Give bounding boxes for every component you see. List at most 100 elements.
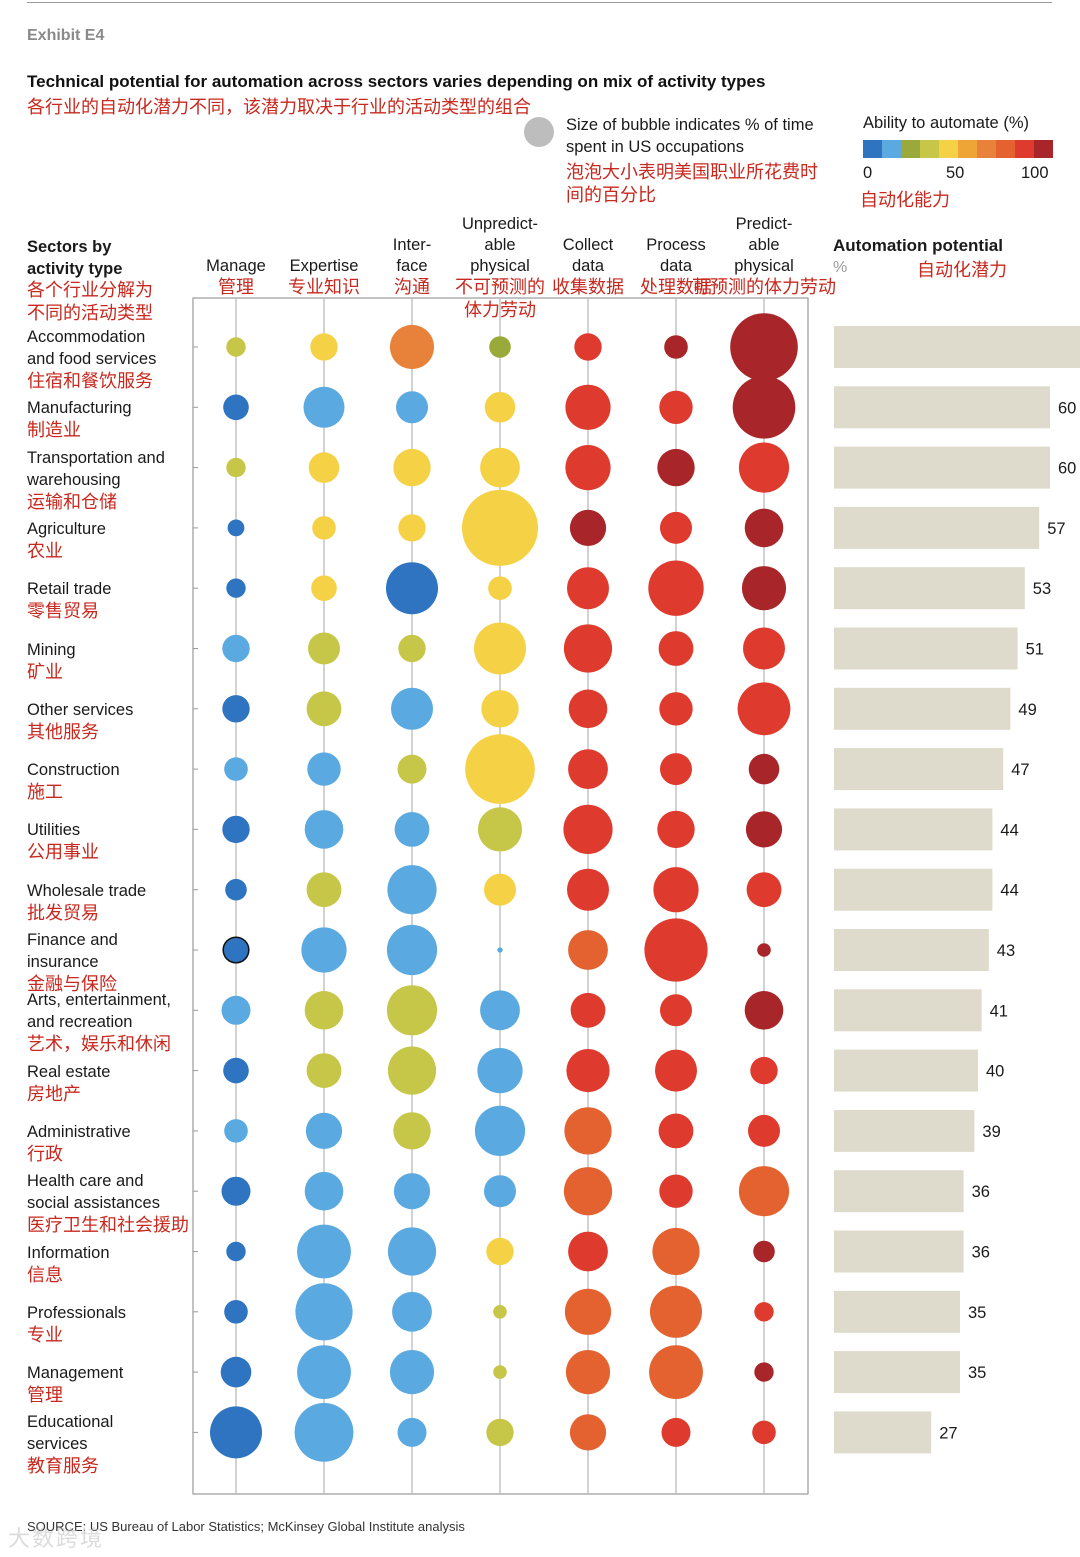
bubble	[392, 1291, 432, 1332]
row-header-line1: Sectors by	[27, 238, 112, 256]
bubble	[741, 566, 787, 611]
bubble	[660, 753, 692, 786]
potential-bar	[834, 1049, 978, 1092]
column-header-cn: 处理数据	[596, 276, 756, 299]
row-label: Accommodation and food services 住宿和餐饮服务	[27, 326, 207, 393]
potential-value: 39	[982, 1123, 1000, 1141]
bubble	[748, 1114, 780, 1147]
column-header-line: physical	[734, 257, 794, 275]
bubble	[224, 757, 248, 781]
row-label-line: Transportation and	[27, 448, 165, 467]
row-label-line: Wholesale trade	[27, 881, 147, 900]
potential-value: 47	[1011, 761, 1029, 779]
potential-bar	[834, 1351, 960, 1394]
bubble	[493, 1305, 507, 1319]
row-label-line: Other services	[27, 700, 134, 719]
color-scale-swatch	[882, 140, 901, 158]
bubble	[566, 1049, 610, 1093]
bubble	[568, 689, 608, 729]
potential-value: 36	[972, 1183, 990, 1201]
column-header-line: data	[659, 257, 693, 275]
bubble	[295, 1283, 353, 1341]
row-label-line: Mining	[27, 640, 76, 659]
bubble	[307, 752, 341, 786]
bubble	[484, 392, 516, 423]
column-header-line: Unpredict-	[461, 215, 539, 233]
bubble	[738, 442, 790, 493]
column-header: Predict-able physical	[709, 214, 819, 277]
row-label-line: services	[27, 1435, 88, 1454]
bubble	[743, 627, 785, 670]
bubble	[648, 560, 704, 616]
column-header-line: able	[748, 236, 780, 254]
potential-bar	[834, 567, 1025, 610]
bubble	[754, 1362, 774, 1382]
row-label-cn: 其他服务	[27, 721, 99, 743]
column-header-cn-line: 管理	[218, 277, 254, 298]
bubble	[210, 1406, 262, 1459]
bubble	[308, 452, 340, 483]
row-label: Manufacturing 制造业	[27, 397, 207, 442]
row-label-cn: 专业	[27, 1324, 63, 1346]
bubble	[569, 509, 607, 546]
bubble	[304, 991, 344, 1030]
row-label: Wholesale trade 批发贸易	[27, 880, 207, 925]
row-label-cn: 艺术，娱乐和休闲	[27, 1034, 171, 1056]
potential-value: 60	[1058, 460, 1076, 478]
column-header-cn-line: 沟通	[394, 277, 430, 298]
column-header-cn-line: 收集数据	[552, 277, 624, 298]
row-label-cn: 批发贸易	[27, 902, 99, 924]
color-scale-swatch	[996, 140, 1015, 158]
bubble	[563, 804, 613, 855]
row-label: Utilities 公用事业	[27, 819, 207, 864]
bubble	[484, 1175, 516, 1208]
bubble	[474, 622, 526, 675]
column-header-line: Manage	[206, 257, 266, 275]
row-label-line: Construction	[27, 761, 120, 780]
bubble	[574, 333, 602, 361]
bubble	[563, 624, 613, 673]
bubble	[565, 1350, 611, 1395]
bubble	[650, 1285, 702, 1338]
row-label-cn: 运输和仓储	[27, 491, 117, 513]
color-scale-swatch	[920, 140, 939, 158]
bubble	[748, 753, 780, 785]
bubble	[224, 1119, 248, 1143]
bubble	[568, 930, 608, 970]
bubble	[223, 394, 249, 421]
bubble	[497, 947, 503, 953]
potential-bar	[834, 627, 1018, 670]
bubble	[657, 810, 695, 849]
bubble	[222, 695, 250, 723]
bubble	[737, 682, 791, 736]
bubble	[757, 943, 771, 957]
bubble	[649, 1345, 703, 1399]
row-label: Administrative 行政	[27, 1121, 207, 1166]
bubble	[386, 924, 438, 976]
bubble	[226, 1241, 246, 1262]
bubble	[311, 575, 337, 601]
row-label-line: Management	[27, 1364, 124, 1383]
potential-value: 41	[990, 1002, 1008, 1020]
exhibit-label: Exhibit E4	[27, 27, 105, 44]
column-header-cn-line: 专业知识	[288, 277, 360, 298]
row-label-line: Administrative	[27, 1122, 131, 1141]
row-label: Arts, entertainment, and recreation 艺术，娱乐和…	[27, 989, 207, 1056]
potential-bar	[834, 989, 982, 1032]
bubble	[746, 872, 782, 908]
bubble	[745, 811, 783, 848]
column-header-line: Process	[646, 236, 706, 254]
row-header-cn: 各个行业分解为 不同的活动类型	[27, 279, 153, 325]
color-scale-swatch	[1015, 140, 1034, 158]
bubble	[752, 1420, 776, 1445]
bubble	[306, 872, 342, 908]
chart-title-cn: 各行业的自动化潜力不同，该潜力取决于行业的活动类型的组合	[27, 97, 531, 118]
potential-bar	[834, 326, 1080, 368]
automation-potential-header-cn: 自动化潜力	[917, 260, 1007, 281]
bubble	[486, 1418, 514, 1447]
row-label-cn: 零售贸易	[27, 601, 99, 623]
row-label-cn: 制造业	[27, 420, 81, 442]
color-scale-swatch	[901, 140, 920, 158]
color-scale-max: 100	[1021, 164, 1049, 182]
bubble	[310, 333, 338, 361]
